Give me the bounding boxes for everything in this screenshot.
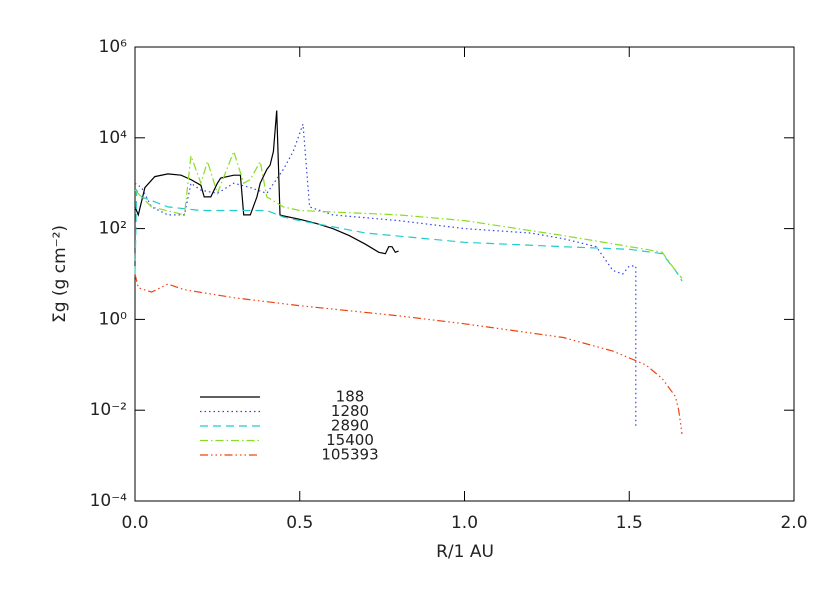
series-line bbox=[134, 273, 683, 434]
legend-label: 188 bbox=[336, 388, 365, 406]
y-tick-label: 10⁴ bbox=[99, 128, 128, 148]
plot-frame bbox=[134, 46, 795, 502]
x-tick-label: 1.5 bbox=[616, 513, 643, 533]
x-tick-label: 1.0 bbox=[451, 513, 478, 533]
x-tick-label: 0.0 bbox=[121, 513, 148, 533]
legend-label: 105393 bbox=[321, 446, 378, 464]
x-tick-label: 2.0 bbox=[780, 513, 807, 533]
series-line bbox=[134, 149, 683, 279]
legend-label: 1280 bbox=[331, 402, 369, 420]
legend-label: 15400 bbox=[326, 431, 374, 449]
x-tick-label: 0.5 bbox=[286, 513, 313, 533]
series-line bbox=[134, 110, 399, 255]
y-axis-label: Σg (g cm⁻²) bbox=[50, 225, 70, 323]
y-tick-label: 10⁻⁴ bbox=[90, 491, 128, 511]
x-axis-label: R/1 AU bbox=[436, 542, 494, 562]
y-tick-label: 10⁰ bbox=[99, 309, 128, 329]
y-tick-label: 10² bbox=[99, 219, 127, 239]
y-tick-label: 10⁶ bbox=[99, 37, 128, 57]
legend-label: 2890 bbox=[331, 417, 369, 435]
series-line bbox=[134, 188, 683, 282]
series-line bbox=[134, 123, 637, 429]
y-tick-label: 10⁻² bbox=[90, 400, 127, 420]
